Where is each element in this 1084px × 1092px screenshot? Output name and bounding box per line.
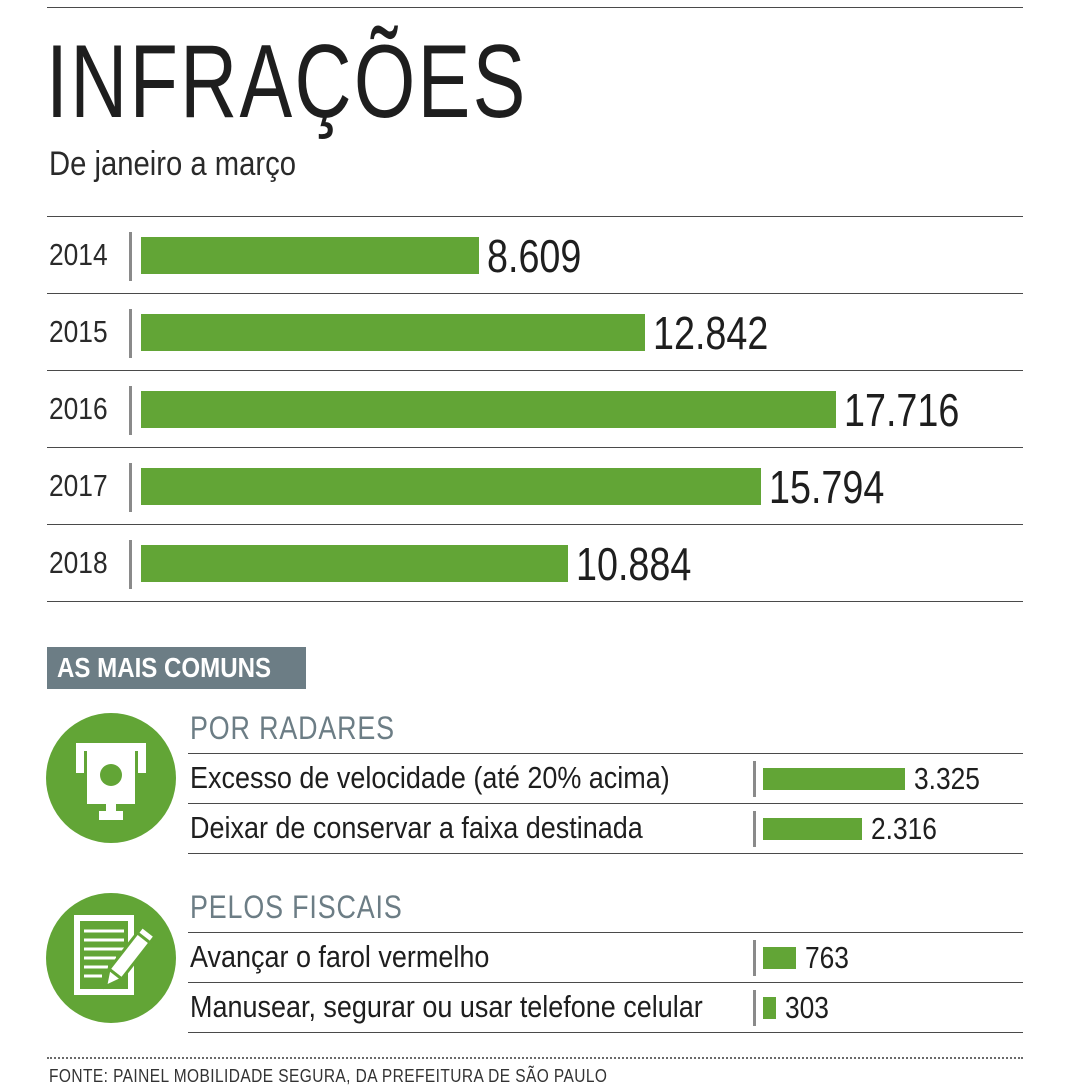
infraction-label: Manusear, segurar ou usar telefone celul…	[190, 989, 703, 1024]
infraction-bar	[763, 768, 905, 790]
infraction-label: Avançar o farol vermelho	[190, 939, 490, 974]
year-label: 2015	[49, 313, 108, 349]
row-rule	[47, 293, 1023, 294]
value-label: 10.884	[576, 537, 692, 590]
axis-tick	[129, 463, 132, 512]
infraction-value: 2.316	[871, 811, 937, 846]
infraction-value: 3.325	[914, 761, 980, 796]
row-rule	[47, 524, 1023, 525]
row-rule	[47, 601, 1023, 602]
item-rule	[188, 1032, 1023, 1033]
infraction-value: 763	[805, 940, 849, 975]
axis-tick	[753, 811, 756, 847]
section-badge-label: AS MAIS COMUNS	[57, 652, 272, 683]
item-rule	[188, 853, 1023, 854]
axis-tick	[129, 540, 132, 589]
axis-tick	[129, 309, 132, 358]
axis-tick	[753, 761, 756, 797]
group-rule	[188, 932, 1023, 933]
infraction-value: 303	[785, 990, 829, 1025]
infraction-bar	[763, 997, 776, 1019]
chart-top-rule	[47, 216, 1023, 217]
section-badge	[47, 647, 306, 689]
year-label: 2016	[49, 390, 108, 426]
source-note: FONTE: PAINEL MOBILIDADE SEGURA, DA PREF…	[49, 1066, 608, 1086]
item-rule	[188, 803, 1023, 804]
footer-divider	[47, 1057, 1023, 1059]
infraction-bar	[763, 947, 796, 969]
axis-tick	[129, 386, 132, 435]
bar-2014	[141, 237, 479, 274]
notepad-pen-icon	[46, 893, 176, 1023]
bar-2016	[141, 391, 836, 428]
group-title: POR RADARES	[190, 710, 395, 746]
axis-tick	[753, 940, 756, 976]
row-rule	[47, 370, 1023, 371]
speed-camera-icon	[46, 713, 176, 843]
value-label: 15.794	[769, 460, 885, 513]
year-label: 2018	[49, 544, 108, 580]
infraction-label: Deixar de conservar a faixa destinada	[190, 810, 643, 845]
group-rule	[188, 753, 1023, 754]
bar-2018	[141, 545, 568, 582]
page-subtitle: De janeiro a março	[49, 145, 297, 183]
infraction-bar	[763, 818, 862, 840]
year-label: 2014	[49, 236, 108, 272]
bar-2017	[141, 468, 761, 505]
page-title: INFRAÇÕES	[46, 24, 528, 140]
year-label: 2017	[49, 467, 108, 503]
group-title: PELOS FISCAIS	[190, 889, 403, 925]
value-label: 12.842	[653, 306, 769, 359]
value-label: 17.716	[844, 383, 960, 436]
infraction-label: Excesso de velocidade (até 20% acima)	[190, 760, 670, 795]
value-label: 8.609	[487, 229, 582, 282]
bar-2015	[141, 314, 645, 351]
row-rule	[47, 447, 1023, 448]
top-rule	[47, 7, 1023, 8]
axis-tick	[753, 990, 756, 1026]
item-rule	[188, 982, 1023, 983]
axis-tick	[129, 232, 132, 281]
